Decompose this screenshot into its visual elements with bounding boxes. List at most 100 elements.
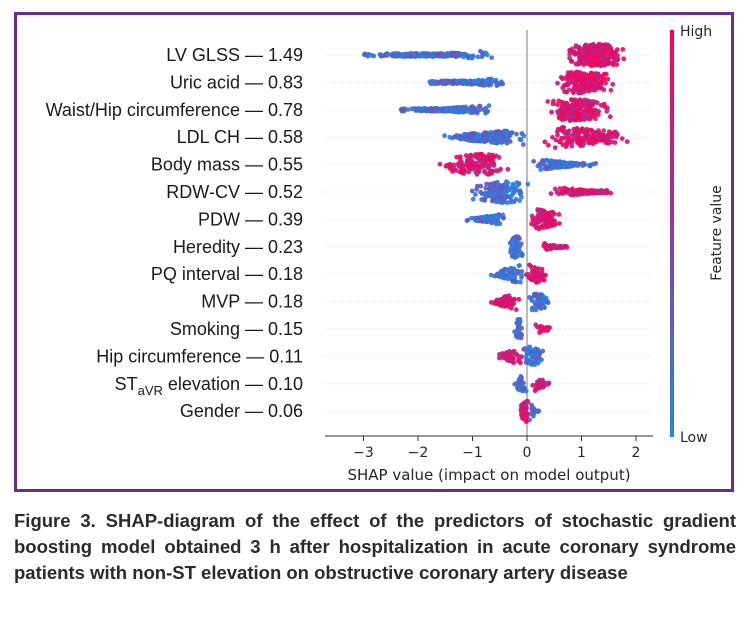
colorbar [670,30,674,437]
shap-point [556,126,561,132]
shap-point [563,244,569,249]
shap-point [590,102,596,108]
shap-point [482,82,488,88]
shap-point [496,132,501,138]
shap-point [554,189,560,195]
shap-point [442,133,447,139]
shap-point [579,191,585,197]
shap-point [529,213,535,219]
shap-point [504,298,510,304]
shap-point [482,198,488,203]
shap-point [517,263,522,268]
shap-point [510,278,516,284]
shap-point [512,247,517,253]
shap-point [520,412,525,417]
shap-point [519,272,524,278]
shap-point [466,53,472,59]
shap-point [544,325,550,330]
shap-point [562,190,567,195]
shap-point [466,169,472,175]
shap-point [533,346,539,352]
shap-point [444,106,449,112]
shap-point [516,319,522,324]
shap-point [593,58,598,64]
shap-point [541,225,546,231]
shap-point [531,306,536,312]
shap-point [559,112,565,117]
shap-point [487,193,493,199]
shap-point [486,103,492,108]
shap-point [525,181,531,187]
shap-point [601,128,607,134]
shap-point [436,80,442,85]
shap-point [487,163,492,169]
feature-label: STaVR elevation — 0.10 [115,374,303,398]
x-tick-label: −3 [353,445,374,461]
shap-point [536,279,542,284]
shap-point [534,273,540,279]
shap-point [604,52,610,58]
shap-point [525,347,531,353]
shap-point [582,48,588,53]
shap-point [571,137,577,142]
shap-point [538,379,543,385]
shap-point [419,108,425,114]
shap-point [521,408,526,413]
shap-point [466,109,472,115]
shap-point [461,170,467,176]
shap-point [591,75,597,81]
shap-point [529,276,534,282]
shap-point [542,139,548,145]
shap-point [603,60,609,65]
shap-point [517,198,522,204]
shap-point [431,79,437,84]
shap-point [551,244,557,250]
shap-point [565,105,571,111]
shap-point [584,52,590,58]
shap-point [485,133,490,138]
shap-point [516,296,522,302]
shap-point [454,134,459,139]
shap-point [515,386,521,392]
colorbar-high-label: High [680,24,712,40]
shap-point [401,108,406,113]
shap-point [573,190,578,196]
shap-point [456,50,462,56]
shap-point [484,181,489,187]
shap-point [528,264,534,269]
shap-point [504,136,510,141]
shap-point [496,137,502,142]
shap-point [513,187,519,193]
shap-point [472,154,478,159]
shap-point [608,87,614,93]
shap-point [523,399,529,405]
shap-point [474,164,480,169]
shap-point [467,159,473,164]
shap-point [567,117,573,122]
shap-point [569,161,575,167]
shap-point [594,54,599,60]
shap-point [455,106,461,112]
feature-label: Gender — 0.06 [180,401,303,421]
shap-point [520,251,525,257]
shap-point [521,133,527,139]
shap-point [573,163,579,168]
feature-label: Waist/Hip circumference — 0.78 [46,100,303,120]
shap-point [504,200,510,206]
shap-point [468,81,474,87]
shap-point [564,114,570,119]
shap-point [465,217,471,223]
shap-point [442,54,448,59]
shap-point [555,80,560,86]
shap-point [483,191,489,197]
shap-point [519,194,524,200]
shap-point [507,131,513,137]
feature-label: LV GLSS — 1.49 [166,45,303,65]
shap-point [485,157,491,163]
shap-point [605,76,611,82]
shap-point [621,56,627,62]
shap-point [454,154,460,160]
shap-point [589,70,594,76]
shap-point [491,190,497,195]
shap-point [601,76,607,82]
